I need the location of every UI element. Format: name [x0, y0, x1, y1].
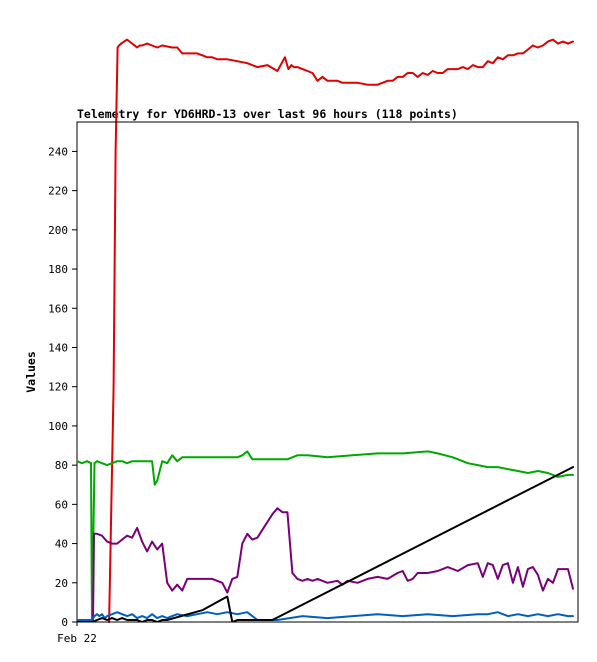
x-axis-ticks: Feb 22: [57, 622, 97, 645]
y-tick-label: 0: [61, 616, 68, 629]
y-tick-label: 240: [48, 145, 68, 158]
y-tick-label: 40: [55, 538, 68, 551]
chart-title: Telemetry for YD6HRD-13 over last 96 hou…: [77, 107, 458, 121]
y-tick-label: 220: [48, 185, 68, 198]
y-axis-label: Values: [24, 351, 38, 393]
y-axis-ticks: 0 20 40 60 80 100 120 140 160 180 200 220 240: [48, 145, 77, 629]
red-series-layer: [108, 38, 574, 623]
y-tick-label: 140: [48, 341, 68, 354]
series-line-4: [77, 611, 574, 621]
series-layer: [77, 450, 574, 622]
y-tick-label: 80: [55, 459, 68, 472]
y-tick-label: 100: [48, 420, 68, 433]
series-line-2: [77, 450, 574, 622]
series-line-5: [77, 466, 574, 622]
y-tick-label: 20: [55, 577, 68, 590]
y-tick-label: 200: [48, 224, 68, 237]
series-line-1: [108, 38, 574, 623]
x-tick-label: Feb 22: [57, 632, 97, 645]
plot-area-frame: [76, 121, 579, 623]
y-tick-label: 160: [48, 302, 68, 315]
series-line-3: [92, 507, 574, 622]
y-tick-label: 60: [55, 498, 68, 511]
y-tick-label: 120: [48, 381, 68, 394]
y-tick-label: 180: [48, 263, 68, 276]
